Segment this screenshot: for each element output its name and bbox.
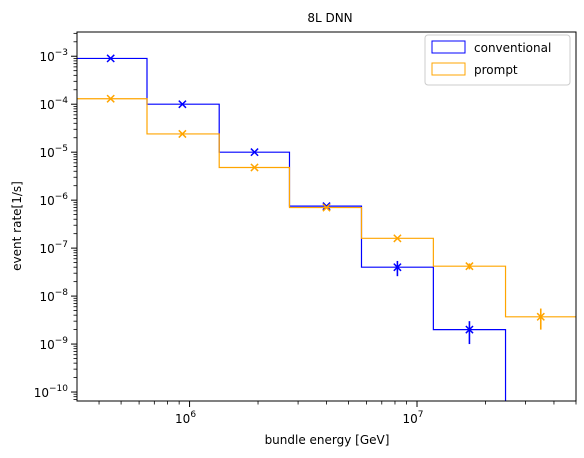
marker-x-stroke [250,163,259,172]
plot-background [77,32,576,401]
marker-x-stroke [465,262,474,271]
marker-x-stroke [393,234,402,243]
x-axis-title: bundle energy [GeV] [265,433,390,447]
y-axis-title: event rate[1/s] [10,181,24,271]
marker-x-stroke [322,203,331,212]
series-layer [77,54,576,401]
y-axis: 10−10 10−9 10−8 10−7 10−6 10−5 10−4 10−3 [34,32,77,400]
data-point-prompt-5 [393,234,402,243]
data-point-conventional-2 [178,100,187,109]
plot-area [76,31,577,402]
x-tick-label-2: 107 [403,410,424,426]
y-tick-label-2: 10−9 [39,336,68,352]
marker-x-stroke [250,148,259,157]
marker-x-stroke [106,54,115,63]
legend-frame [424,34,571,86]
data-point-prompt-2 [178,129,187,139]
data-point-prompt-6 [465,262,474,271]
data-point-conventional-3 [250,148,259,157]
y-tick-label-1: 10−10 [34,384,69,400]
x-tick-label-1: 106 [175,410,196,426]
marker-x-stroke [322,202,331,211]
marker-x-stroke [536,312,545,321]
data-point-conventional-1 [106,54,115,63]
data-point-conventional-5 [393,260,402,277]
x-axis: 106 107 [98,401,577,426]
data-point-prompt-7 [536,308,545,330]
data-point-prompt-1 [106,94,115,103]
y-tick-label-4: 10−7 [39,240,68,256]
marker-x-stroke [393,263,402,272]
legend: conventional prompt [424,34,571,86]
y-tick-label-6: 10−5 [39,144,68,160]
y-tick-label-8: 10−3 [39,48,68,64]
y-tick-label-5: 10−6 [39,192,68,208]
y-tick-label-7: 10−4 [39,96,68,112]
legend-label-conventional: conventional [474,41,551,55]
marker-x-stroke [178,100,187,109]
y-tick-label-3: 10−8 [39,288,68,304]
data-point-prompt-4 [322,203,331,212]
legend-swatch-prompt [431,62,466,76]
marker-x-stroke [106,94,115,103]
data-point-conventional-4 [322,202,331,211]
data-point-prompt-3 [250,163,259,172]
marker-x-stroke [178,129,187,139]
legend-swatch-conventional [431,40,466,54]
data-point-conventional-6 [465,321,474,345]
legend-label-prompt: prompt [474,63,518,77]
marker-x-stroke [465,325,474,334]
chart-title: 8L DNN [307,11,352,25]
